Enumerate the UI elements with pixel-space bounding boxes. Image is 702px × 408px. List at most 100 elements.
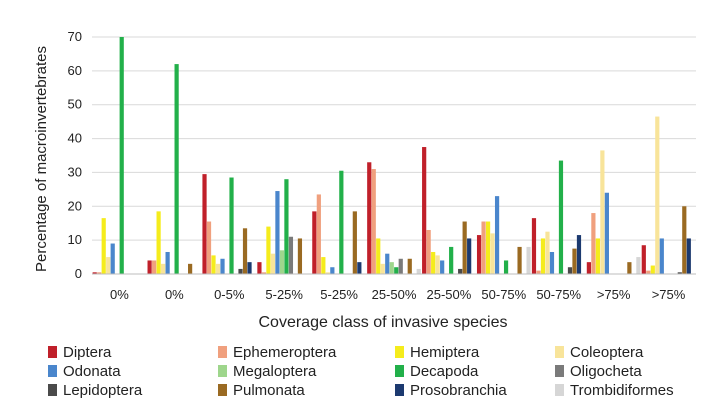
bar — [206, 221, 212, 274]
bar — [586, 262, 591, 274]
bar — [407, 258, 412, 274]
legend-item: Pulmonata — [218, 381, 305, 399]
bar — [367, 162, 372, 274]
legend-item: Megaloptera — [218, 362, 316, 380]
legend-label: Diptera — [63, 343, 112, 361]
bar — [147, 260, 152, 274]
bar — [636, 257, 641, 274]
legend-label: Megaloptera — [233, 362, 317, 380]
bar — [110, 243, 115, 274]
bar — [385, 253, 390, 274]
bar — [682, 206, 687, 274]
bar — [517, 246, 522, 274]
legend-item: Decapoda — [395, 362, 478, 380]
x-tick-labels: 0% 0% 0-5% 5-25% 5-25% 25-50% 25-50% 50-75% 50-7… — [110, 287, 686, 302]
legend-swatch — [48, 365, 57, 377]
legend-item: Coleoptera — [555, 343, 643, 361]
bar — [312, 211, 317, 274]
bar — [440, 260, 445, 274]
bar — [220, 258, 225, 274]
y-tick-label: 10 — [68, 232, 82, 247]
bar — [627, 262, 632, 274]
bar — [270, 253, 276, 274]
y-tick-label: 60 — [68, 63, 82, 78]
bar — [284, 179, 289, 274]
bar — [431, 251, 436, 274]
bar — [458, 268, 463, 274]
bar — [641, 245, 646, 274]
bar — [481, 221, 486, 274]
bar — [339, 170, 344, 274]
legend-item: Trombidiformes — [555, 381, 674, 399]
bar — [242, 228, 248, 274]
bar — [174, 64, 179, 274]
y-tick-label: 70 — [68, 29, 82, 44]
bar — [97, 272, 102, 274]
y-tick-label: 0 — [75, 266, 82, 281]
bar — [462, 221, 467, 274]
bar — [591, 213, 596, 274]
legend-label: Trombidiformes — [570, 381, 674, 399]
legend-label: Coleoptera — [570, 343, 644, 361]
bar — [604, 192, 609, 274]
bar — [261, 272, 267, 274]
y-tick-label: 30 — [68, 164, 82, 179]
legend-item: Odonata — [48, 362, 121, 380]
bar — [435, 255, 440, 274]
y-tick-label: 40 — [68, 131, 82, 146]
legend-item: Prosobranchia — [395, 381, 507, 399]
legend-label: Oligocheta — [570, 362, 642, 380]
bar — [416, 268, 421, 274]
x-tick-label: 25-50% — [372, 287, 417, 302]
bar — [202, 174, 207, 274]
bar — [297, 238, 303, 274]
legend-label: Decapoda — [410, 362, 479, 380]
bar — [536, 270, 541, 274]
legend-swatch — [218, 346, 227, 358]
bar — [352, 211, 357, 274]
legend-item: Oligocheta — [555, 362, 642, 380]
bar — [476, 235, 482, 274]
y-tick-label: 50 — [68, 97, 82, 112]
bar — [376, 238, 381, 274]
bar — [646, 270, 651, 274]
bar — [394, 267, 399, 274]
bar — [467, 238, 472, 274]
bar — [426, 229, 431, 274]
bar — [371, 169, 376, 274]
legend-swatch — [395, 365, 404, 377]
bar — [229, 177, 234, 274]
bar — [531, 218, 537, 274]
bar — [321, 257, 326, 274]
bar — [247, 262, 252, 274]
legend-swatch — [218, 384, 227, 396]
bar — [549, 251, 555, 274]
bar — [389, 262, 394, 274]
legend-swatch — [48, 346, 57, 358]
bar — [279, 250, 285, 274]
x-tick-label: 0% — [110, 287, 129, 302]
bar — [288, 236, 294, 274]
y-axis-title: Percentage of macroinvertebrates — [33, 46, 50, 272]
bar — [650, 265, 655, 274]
legend-item: Hemiptera — [395, 343, 479, 361]
legend-swatch — [395, 384, 404, 396]
x-tick-label: 5-25% — [320, 287, 358, 302]
legend-label: Odonata — [63, 362, 121, 380]
bar — [545, 231, 550, 274]
x-tick-label: 0-5% — [214, 287, 245, 302]
legend-label: Pulmonata — [233, 381, 305, 399]
bar — [494, 196, 500, 274]
legend-swatch — [555, 384, 564, 396]
bar — [156, 211, 161, 274]
bar — [152, 260, 157, 274]
bar — [357, 262, 362, 274]
bar — [600, 150, 605, 274]
x-tick-label: 50-75% — [536, 287, 581, 302]
legend-label: Lepidoptera — [63, 381, 143, 399]
bar — [257, 262, 262, 274]
bar — [490, 233, 495, 274]
x-axis-title: Coverage class of invasive species — [258, 314, 507, 331]
